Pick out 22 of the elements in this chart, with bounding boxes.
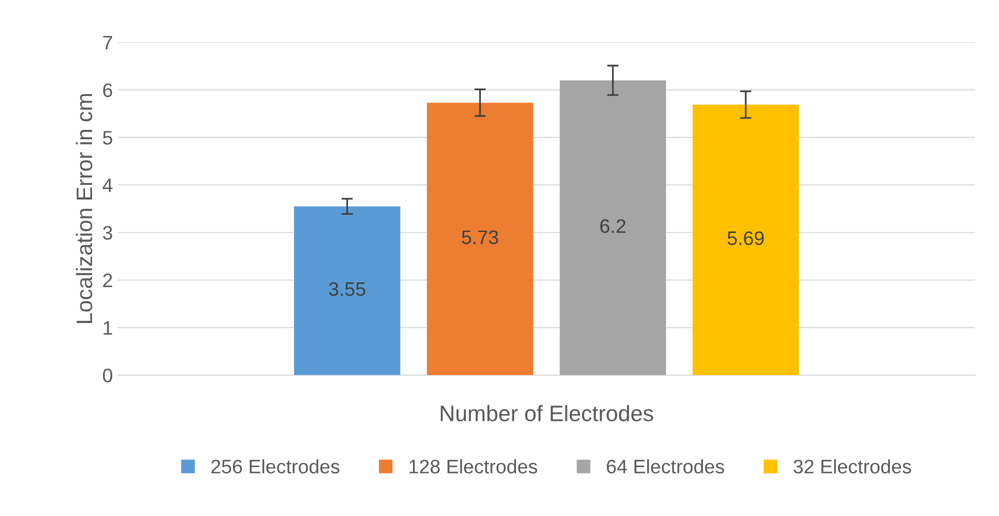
data-label: 3.55	[328, 282, 366, 296]
y-tick-label: 4	[102, 178, 112, 192]
y-axis-title: Localization Error in cm	[76, 94, 92, 323]
bar	[294, 206, 400, 376]
y-tick-label: 7	[103, 36, 112, 50]
y-tick-label: 6	[103, 83, 112, 98]
bar	[426, 102, 534, 376]
data-label: 5.69	[728, 231, 764, 246]
legend-label: 128 Electrodes	[410, 459, 538, 474]
y-tick-label: 5	[102, 131, 112, 145]
data-label: 5.73	[462, 230, 498, 244]
y-tick-label: 2	[103, 274, 112, 288]
y-tick-label: 0	[102, 368, 112, 382]
y-tick-label: 1	[104, 321, 112, 335]
bar	[560, 80, 666, 376]
legend-label: 32 Electrodes	[794, 459, 912, 474]
data-label: 6.2	[600, 219, 626, 233]
legend-label: 64 Electrodes	[606, 459, 724, 474]
bar	[692, 104, 799, 376]
legend-label: 256 Electrodes	[211, 459, 340, 474]
y-tick-label: 3	[102, 226, 112, 240]
x-axis-title: Number of Electrodes	[440, 404, 654, 422]
